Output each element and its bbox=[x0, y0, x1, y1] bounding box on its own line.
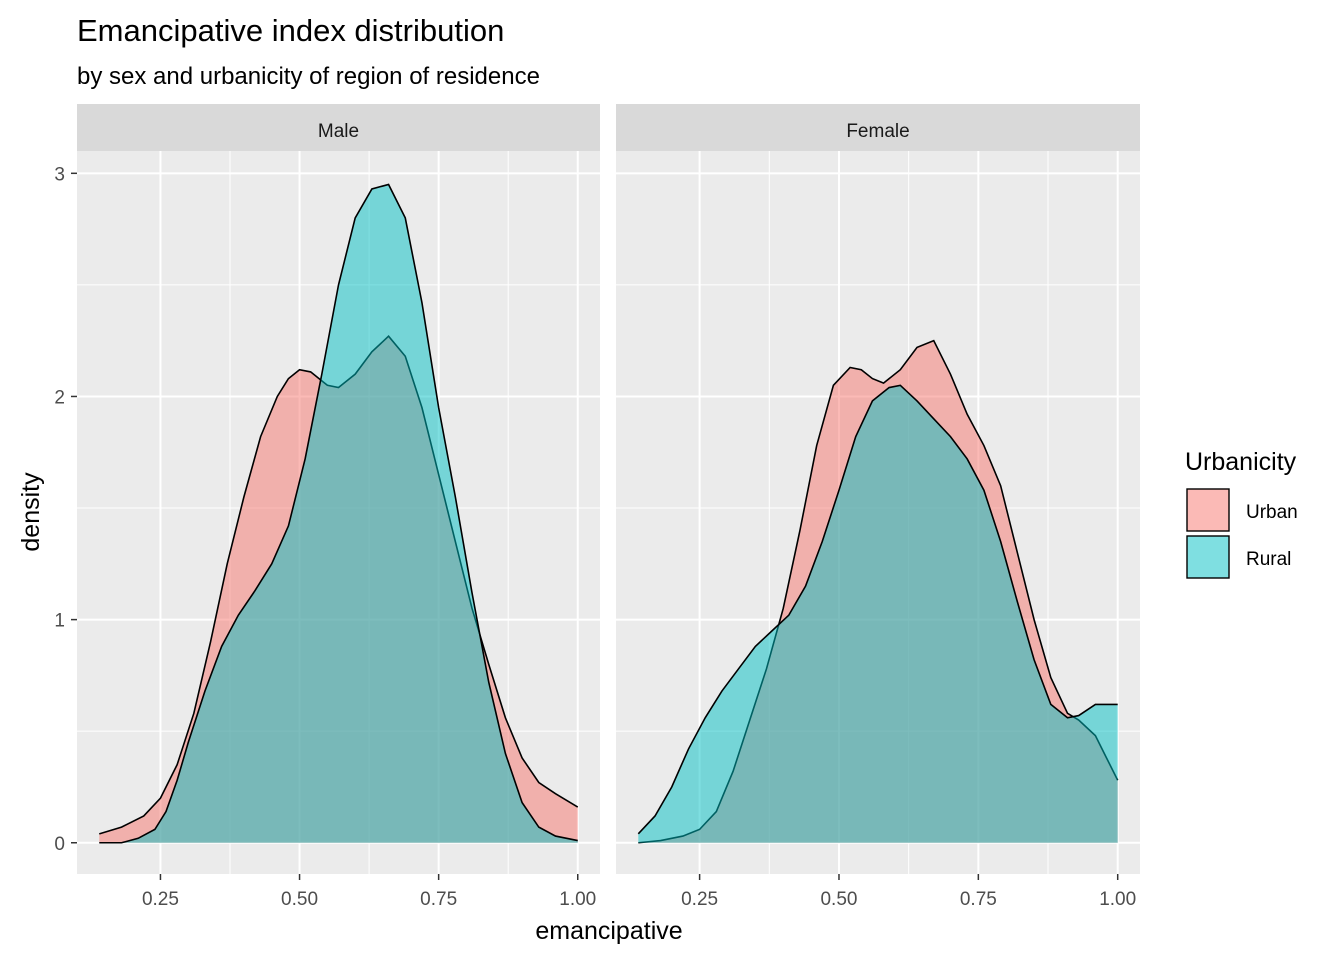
legend-title: Urbanicity bbox=[1185, 448, 1297, 476]
y-axis-title: density bbox=[17, 472, 45, 552]
facet-strip bbox=[616, 104, 1140, 151]
x-tick-label: 0.25 bbox=[681, 889, 718, 910]
legend-label-rural: Rural bbox=[1246, 549, 1291, 570]
legend-label-urban: Urban bbox=[1246, 502, 1298, 523]
legend-key-rural bbox=[1186, 535, 1230, 579]
facet-strip-label: Male bbox=[318, 121, 359, 142]
facet-panel-female: Female 0.25 0.50 0.75 1.00 bbox=[616, 104, 1140, 910]
chart-subtitle: by sex and urbanicity of region of resid… bbox=[77, 63, 540, 90]
x-tick-label: 0.25 bbox=[142, 889, 179, 910]
chart-title: Emancipative index distribution bbox=[77, 13, 504, 48]
facet-panels: Male 0.25 0.50 0.75 1.00 0 1 2 3 Female 0.25 0.50 0.… bbox=[54, 104, 1140, 910]
y-tick-label: 2 bbox=[54, 387, 65, 408]
facet-strip-label: Female bbox=[846, 121, 909, 142]
x-tick-label: 0.75 bbox=[420, 889, 457, 910]
x-axis-title: emancipative bbox=[535, 917, 682, 945]
x-tick-label: 1.00 bbox=[1099, 889, 1136, 910]
x-tick-label: 1.00 bbox=[559, 889, 596, 910]
x-tick-label: 0.50 bbox=[281, 889, 318, 910]
facet-panel-male: Male 0.25 0.50 0.75 1.00 0 1 2 3 bbox=[54, 104, 600, 910]
legend: Urbanicity Urban Rural bbox=[1185, 448, 1298, 579]
y-tick-label: 1 bbox=[54, 611, 65, 632]
density-area-rural bbox=[638, 385, 1118, 843]
density-line-rural bbox=[637, 384, 1118, 835]
facet-strip bbox=[77, 104, 600, 151]
x-tick-label: 0.75 bbox=[960, 889, 997, 910]
y-tick-label: 3 bbox=[54, 164, 65, 185]
y-tick-label: 0 bbox=[54, 834, 65, 855]
x-tick-label: 0.50 bbox=[820, 889, 857, 910]
density-line-rural bbox=[99, 183, 578, 844]
density-area-rural bbox=[99, 184, 578, 843]
legend-key-urban bbox=[1186, 488, 1230, 532]
